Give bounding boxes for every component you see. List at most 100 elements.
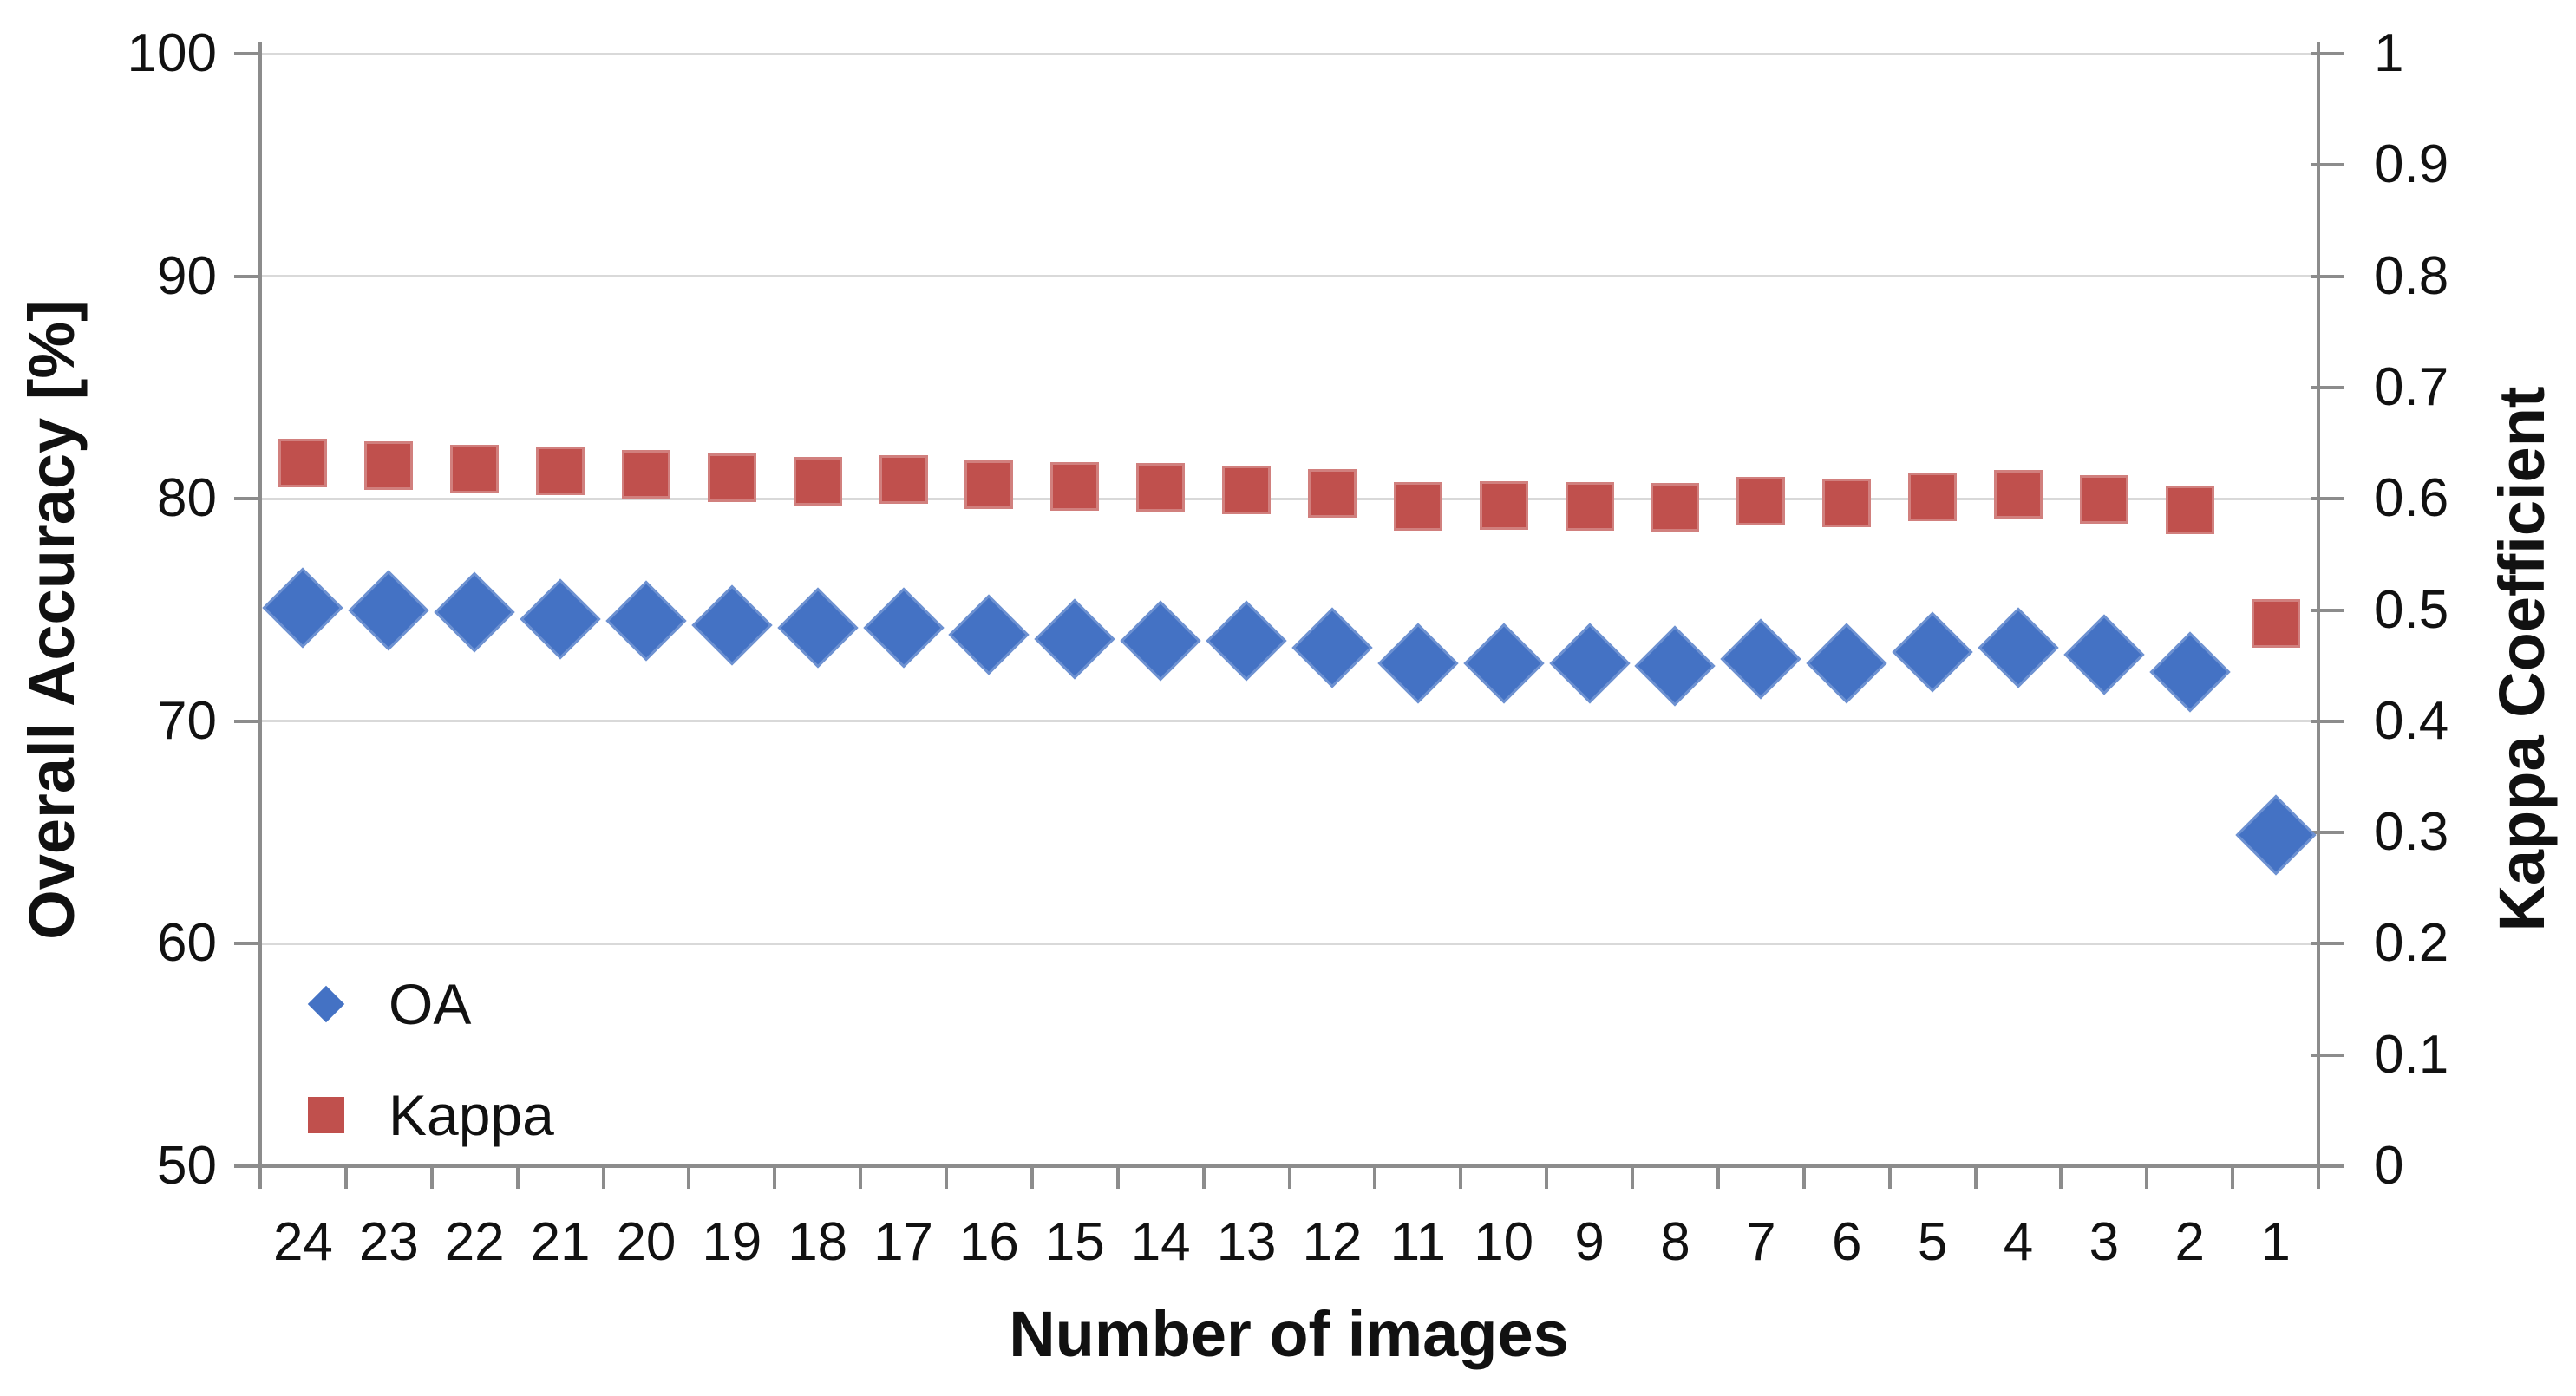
legend-item-oa: OA: [302, 969, 554, 1039]
right-axis-tick-label: 0.1: [2374, 1024, 2449, 1085]
x-axis-tick: [1030, 1166, 1034, 1189]
right-axis-tick-label: 0.5: [2374, 579, 2449, 640]
data-point-oa: [691, 584, 773, 667]
right-axis-tick-label: 0.4: [2374, 690, 2449, 751]
x-axis-tick-label: 2: [2174, 1212, 2205, 1272]
left-axis-tick-label: 90: [157, 245, 217, 306]
gridline: [260, 720, 2318, 723]
data-point-oa: [1206, 600, 1287, 682]
data-point-oa: [1291, 607, 1373, 688]
x-axis-tick: [343, 1166, 348, 1189]
data-point-kappa: [2251, 598, 2300, 648]
data-point-oa: [2234, 793, 2317, 876]
data-point-oa: [1120, 600, 1201, 682]
data-point-kappa: [364, 440, 414, 490]
right-axis-tick-label: 0.2: [2374, 913, 2449, 974]
right-axis-title: Kappa Coefficient: [2486, 386, 2558, 932]
x-axis-tick: [601, 1166, 605, 1189]
gridline: [260, 52, 2318, 55]
x-axis-tick-label: 11: [1389, 1212, 1446, 1272]
data-point-kappa: [964, 460, 1014, 509]
x-axis-tick: [687, 1166, 691, 1189]
x-axis-line: [258, 1164, 2339, 1168]
x-axis-tick-label: 5: [1917, 1212, 1948, 1272]
x-axis-tick-label: 18: [788, 1212, 848, 1272]
data-point-oa: [434, 571, 515, 653]
data-point-oa: [1720, 618, 1801, 700]
legend-label-kappa: Kappa: [389, 1083, 554, 1147]
x-axis-tick: [1201, 1166, 1206, 1189]
x-axis-tick-label: 1: [2260, 1212, 2291, 1272]
gridline: [260, 497, 2318, 500]
data-point-kappa: [1393, 482, 1442, 532]
kappa-square-swatch: [308, 1097, 344, 1133]
x-axis-tick: [2059, 1166, 2063, 1189]
data-point-oa: [1463, 623, 1545, 704]
legend: OA Kappa: [302, 969, 554, 1150]
x-axis-tick: [1287, 1166, 1291, 1189]
right-axis-tick: [2311, 1053, 2344, 1057]
x-axis-tick: [1459, 1166, 1463, 1189]
data-point-oa: [1978, 607, 2059, 688]
left-axis-tick-label: 70: [157, 690, 217, 751]
legend-item-kappa: Kappa: [302, 1080, 554, 1150]
data-point-kappa: [1565, 482, 1614, 532]
x-axis-tick-label: 24: [272, 1212, 333, 1272]
left-axis-tick: [234, 942, 260, 946]
x-axis-tick: [773, 1166, 777, 1189]
right-axis-tick: [2311, 163, 2344, 167]
data-point-oa: [1548, 623, 1631, 704]
left-axis-tick-label: 50: [157, 1136, 217, 1196]
data-point-oa: [2149, 631, 2231, 714]
x-axis-tick-label: 9: [1574, 1212, 1605, 1272]
legend-label-oa: OA: [389, 972, 472, 1036]
data-point-kappa: [1050, 462, 1100, 512]
data-point-oa: [777, 587, 859, 669]
x-axis-tick-label: 13: [1216, 1212, 1277, 1272]
x-axis-tick-label: 10: [1474, 1212, 1534, 1272]
x-axis-tick-label: 22: [444, 1212, 505, 1272]
data-point-oa: [348, 569, 429, 651]
data-point-kappa: [2079, 475, 2128, 525]
data-point-oa: [862, 587, 945, 669]
x-axis-tick: [1373, 1166, 1377, 1189]
data-point-kappa: [879, 455, 928, 505]
data-point-kappa: [1222, 465, 1272, 514]
right-axis-tick-label: 0: [2374, 1136, 2404, 1196]
x-axis-tick: [1801, 1166, 1806, 1189]
x-axis-tick: [2231, 1166, 2235, 1189]
left-axis-tick: [234, 274, 260, 278]
x-axis-tick: [859, 1166, 863, 1189]
right-axis-tick-label: 0.3: [2374, 802, 2449, 863]
data-point-kappa: [1993, 470, 2043, 519]
left-axis-tick: [234, 497, 260, 501]
right-axis-tick: [2311, 274, 2344, 278]
data-point-oa: [1892, 611, 1973, 693]
oa-diamond-icon: [302, 985, 350, 1023]
data-point-kappa: [1136, 463, 1186, 512]
data-point-oa: [2063, 614, 2145, 695]
x-axis-tick-label: 14: [1130, 1212, 1191, 1272]
left-axis-title: Overall Accuracy [%]: [16, 300, 88, 940]
data-point-kappa: [536, 447, 585, 496]
right-axis-tick: [2311, 608, 2344, 612]
right-axis-tick: [2311, 719, 2344, 723]
x-axis-title: Number of images: [1009, 1298, 1569, 1370]
right-axis-tick-label: 0.8: [2374, 245, 2449, 306]
x-axis-tick-label: 21: [530, 1212, 591, 1272]
oa-diamond-swatch: [307, 985, 345, 1023]
data-point-kappa: [621, 449, 670, 499]
x-axis-tick: [1545, 1166, 1549, 1189]
right-axis-tick-label: 1: [2374, 23, 2404, 83]
data-point-oa: [605, 580, 687, 662]
x-axis-tick: [2145, 1166, 2149, 1189]
right-axis-tick-label: 0.7: [2374, 356, 2449, 417]
x-axis-tick-label: 23: [358, 1212, 419, 1272]
x-axis-tick-label: 6: [1831, 1212, 1862, 1272]
data-point-oa: [520, 578, 601, 660]
data-point-oa: [1634, 624, 1716, 707]
x-axis-tick-label: 4: [2003, 1212, 2034, 1272]
right-axis-tick: [2311, 497, 2344, 501]
x-axis-tick-label: 16: [958, 1212, 1019, 1272]
